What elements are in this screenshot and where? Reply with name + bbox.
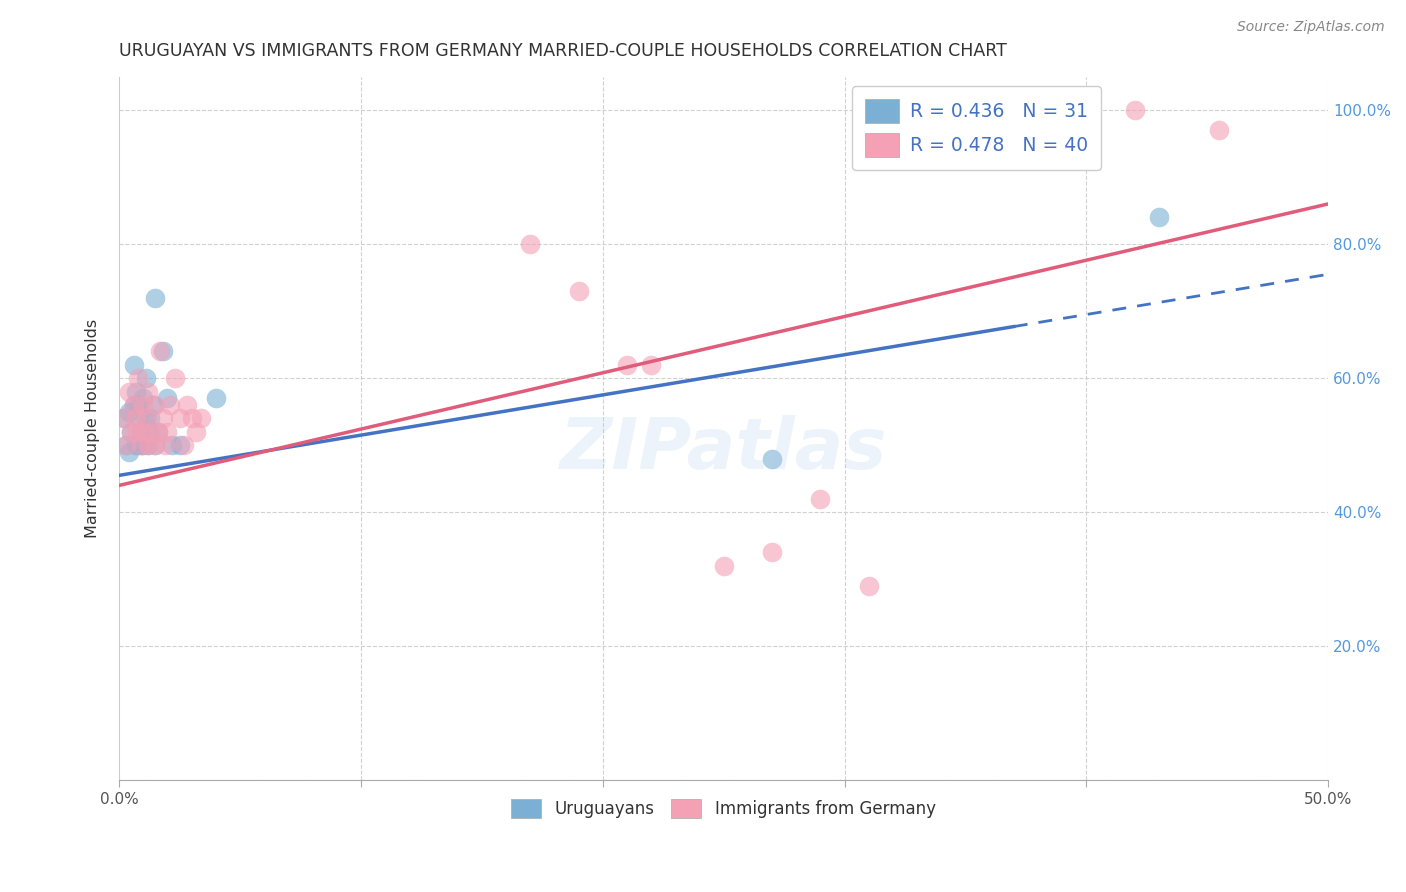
- Point: [616, 358, 638, 372]
- Point: [156, 425, 179, 439]
- Point: [173, 438, 195, 452]
- Point: [146, 425, 169, 439]
- Point: [153, 438, 176, 452]
- Point: [156, 392, 179, 406]
- Point: [136, 438, 159, 452]
- Text: URUGUAYAN VS IMMIGRANTS FROM GERMANY MARRIED-COUPLE HOUSEHOLDS CORRELATION CHART: URUGUAYAN VS IMMIGRANTS FROM GERMANY MAR…: [120, 42, 1007, 60]
- Point: [118, 445, 141, 459]
- Point: [139, 411, 162, 425]
- Point: [858, 579, 880, 593]
- Point: [122, 358, 145, 372]
- Point: [169, 411, 191, 425]
- Point: [127, 371, 149, 385]
- Point: [127, 398, 149, 412]
- Point: [808, 491, 831, 506]
- Legend: Uruguayans, Immigrants from Germany: Uruguayans, Immigrants from Germany: [505, 792, 942, 825]
- Point: [118, 384, 141, 399]
- Point: [143, 291, 166, 305]
- Point: [761, 451, 783, 466]
- Point: [120, 425, 142, 439]
- Point: [125, 411, 148, 425]
- Point: [761, 545, 783, 559]
- Point: [125, 384, 148, 399]
- Point: [567, 284, 589, 298]
- Point: [127, 411, 149, 425]
- Point: [115, 438, 138, 452]
- Point: [129, 438, 152, 452]
- Point: [115, 438, 138, 452]
- Y-axis label: Married-couple Households: Married-couple Households: [86, 318, 100, 538]
- Text: ZIPatlas: ZIPatlas: [560, 415, 887, 484]
- Point: [143, 398, 166, 412]
- Point: [132, 392, 155, 406]
- Point: [142, 398, 165, 412]
- Point: [169, 438, 191, 452]
- Point: [125, 425, 148, 439]
- Point: [129, 438, 152, 452]
- Point: [135, 371, 157, 385]
- Point: [139, 425, 162, 439]
- Point: [190, 411, 212, 425]
- Point: [146, 425, 169, 439]
- Point: [129, 425, 152, 439]
- Point: [118, 405, 141, 419]
- Point: [136, 384, 159, 399]
- Point: [1123, 103, 1146, 117]
- Point: [152, 344, 174, 359]
- Point: [162, 438, 184, 452]
- Point: [152, 411, 174, 425]
- Point: [112, 411, 135, 425]
- Point: [122, 398, 145, 412]
- Point: [519, 237, 541, 252]
- Point: [1208, 123, 1230, 137]
- Point: [132, 438, 155, 452]
- Point: [176, 398, 198, 412]
- Point: [180, 411, 202, 425]
- Point: [132, 425, 155, 439]
- Point: [163, 371, 186, 385]
- Point: [159, 398, 181, 412]
- Point: [122, 398, 145, 412]
- Point: [132, 398, 155, 412]
- Point: [149, 344, 172, 359]
- Point: [125, 438, 148, 452]
- Point: [135, 411, 157, 425]
- Point: [640, 358, 662, 372]
- Point: [139, 425, 162, 439]
- Point: [112, 411, 135, 425]
- Point: [186, 425, 208, 439]
- Point: [136, 438, 159, 452]
- Point: [1147, 211, 1170, 225]
- Point: [135, 411, 157, 425]
- Text: Source: ZipAtlas.com: Source: ZipAtlas.com: [1237, 20, 1385, 34]
- Point: [143, 438, 166, 452]
- Point: [120, 425, 142, 439]
- Point: [713, 558, 735, 573]
- Point: [204, 392, 226, 406]
- Point: [143, 438, 166, 452]
